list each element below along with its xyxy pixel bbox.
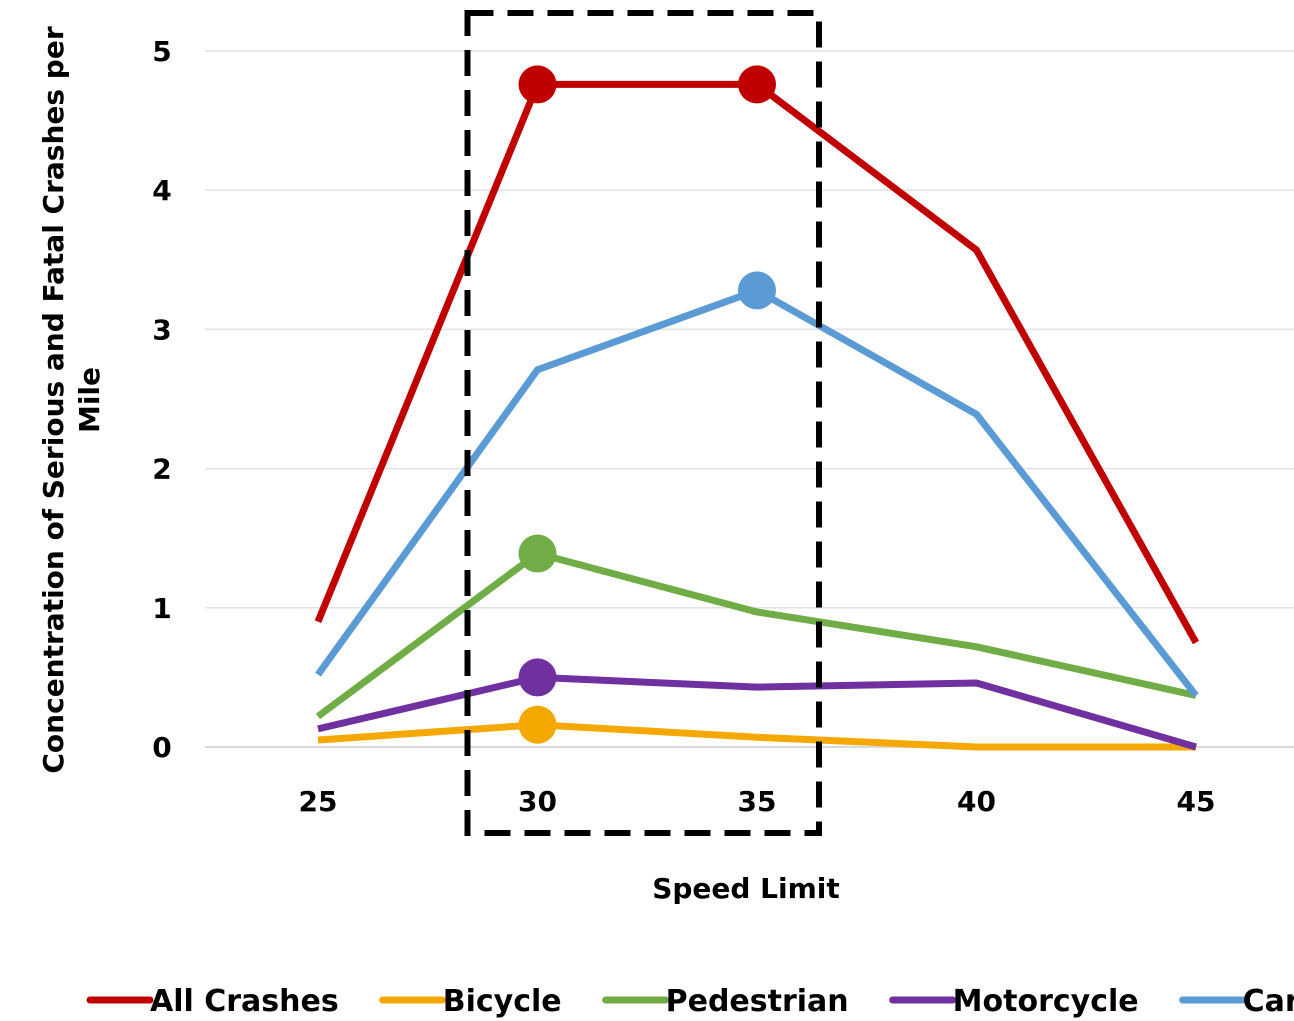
x-tick-label: 25 bbox=[299, 785, 338, 818]
x-tick-label: 35 bbox=[738, 785, 777, 818]
y-tick-label: 5 bbox=[152, 35, 171, 68]
y-axis-title-line: Mile bbox=[73, 367, 106, 433]
legend: All Crashes Bicycle Pedestrian Motorcycle Ca… bbox=[86, 984, 1294, 1019]
data-point-bicycle bbox=[518, 705, 557, 744]
gridlines bbox=[205, 50, 1294, 748]
x-tick-label: 45 bbox=[1177, 785, 1216, 818]
x-axis-ticks: 25 30 35 40 45 bbox=[299, 785, 1216, 818]
series-pedestrian bbox=[315, 534, 1197, 720]
x-axis-title: Speed Limit bbox=[652, 872, 840, 905]
data-point-car bbox=[738, 271, 776, 310]
series-car bbox=[315, 271, 1199, 698]
data-point-all-crashes bbox=[738, 65, 776, 104]
series-all-crashes bbox=[314, 65, 1200, 645]
y-tick-label: 2 bbox=[152, 453, 171, 486]
legend-label: Pedestrian bbox=[666, 984, 849, 1019]
data-point-all-crashes bbox=[518, 65, 557, 104]
y-tick-label: 4 bbox=[152, 174, 171, 207]
series-lines bbox=[314, 65, 1200, 751]
highlight-box-layer bbox=[464, 10, 822, 836]
legend-label: Motorcycle bbox=[953, 984, 1139, 1019]
legend-item-pedestrian: Pedestrian bbox=[602, 984, 849, 1019]
y-axis-title: Concentration of Serious and Fatal Crash… bbox=[37, 26, 106, 773]
series-motorcycle bbox=[317, 658, 1197, 751]
series-bicycle bbox=[317, 705, 1196, 751]
data-point-motorcycle bbox=[518, 658, 557, 697]
legend-item-bicycle: Bicycle bbox=[379, 984, 562, 1019]
y-tick-label: 1 bbox=[152, 592, 171, 625]
x-tick-label: 40 bbox=[957, 785, 996, 818]
highlight-box bbox=[464, 10, 822, 836]
y-axis-ticks: 0 1 2 3 4 5 bbox=[152, 35, 171, 764]
series-line-bicycle bbox=[317, 721, 1196, 751]
series-line-car bbox=[315, 286, 1199, 698]
y-axis-title-line: Concentration of Serious and Fatal Crash… bbox=[37, 26, 70, 773]
legend-item-car: Car bbox=[1179, 984, 1294, 1019]
legend-label: All Crashes bbox=[150, 984, 339, 1019]
y-tick-label: 0 bbox=[152, 731, 171, 764]
legend-item-motorcycle: Motorcycle bbox=[889, 984, 1139, 1019]
legend-label: Bicycle bbox=[443, 984, 562, 1019]
x-tick-label: 30 bbox=[518, 785, 557, 818]
legend-item-all-crashes: All Crashes bbox=[86, 984, 339, 1019]
y-tick-label: 3 bbox=[152, 313, 171, 346]
data-point-pedestrian bbox=[518, 534, 557, 573]
series-line-motorcycle bbox=[317, 673, 1197, 751]
series-line-all-crashes bbox=[314, 80, 1200, 645]
legend-label: Car bbox=[1243, 984, 1294, 1019]
series-line-pedestrian bbox=[315, 550, 1197, 720]
